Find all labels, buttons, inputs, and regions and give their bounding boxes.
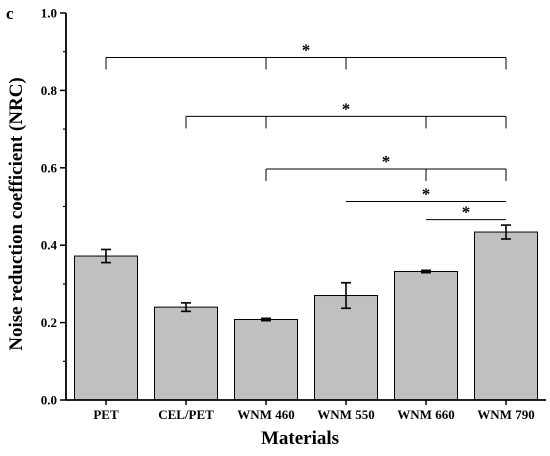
error-bars-group: [101, 224, 511, 322]
bars-group: [74, 231, 538, 401]
panel-label: c: [6, 4, 14, 23]
y-tick-label-5: 1.0: [41, 6, 57, 21]
bar-4: [394, 271, 458, 401]
bar-1: [154, 306, 218, 401]
sig-bracket-1: *: [185, 99, 507, 129]
sig-star-2: *: [382, 152, 391, 171]
error-bar-0: [101, 248, 111, 264]
bar-3: [314, 295, 378, 401]
y-tick-label-2: 0.4: [41, 238, 58, 253]
x-tick-label-1: CEL/PET: [158, 407, 214, 422]
y-tick-label-4: 0.8: [41, 83, 58, 98]
error-bar-5: [501, 224, 511, 240]
sig-bracket-3: *: [346, 184, 506, 203]
sig-bracket-0: *: [105, 41, 507, 70]
sig-bracket-2: *: [265, 152, 507, 181]
x-tick-label-0: PET: [93, 407, 119, 422]
x-tick-label-3: WNM 550: [317, 407, 374, 422]
bar-5: [474, 231, 538, 401]
significance-brackets: * * * * *: [105, 41, 507, 222]
x-tick-label-2: WNM 460: [237, 407, 294, 422]
error-bar-1: [181, 302, 191, 313]
error-bar-4: [421, 269, 431, 274]
y-tick-label-3: 0.6: [41, 160, 58, 175]
error-bar-3: [341, 281, 351, 310]
sig-star-3: *: [422, 184, 431, 203]
x-tick-label-5: WNM 790: [477, 407, 534, 422]
sig-bracket-4: *: [426, 203, 506, 222]
bar-2: [234, 319, 298, 401]
y-axis-title: Noise reduction coefficient (NRC): [6, 77, 27, 351]
axes-group: 0.0 0.2 0.4 0.6 0.8 1.0 PET CEL/PET WNM 460 WNM 5…: [41, 6, 546, 422]
sig-star-1: *: [342, 99, 351, 118]
x-axis-title: Materials: [261, 428, 339, 449]
error-bar-2: [261, 317, 271, 322]
y-tick-label-1: 0.2: [41, 315, 57, 330]
y-tick-label-0: 0.0: [41, 393, 57, 408]
sig-star-0: *: [302, 41, 311, 60]
sig-star-4: *: [462, 203, 471, 222]
x-tick-label-4: WNM 660: [397, 407, 454, 422]
bar-0: [74, 255, 138, 401]
